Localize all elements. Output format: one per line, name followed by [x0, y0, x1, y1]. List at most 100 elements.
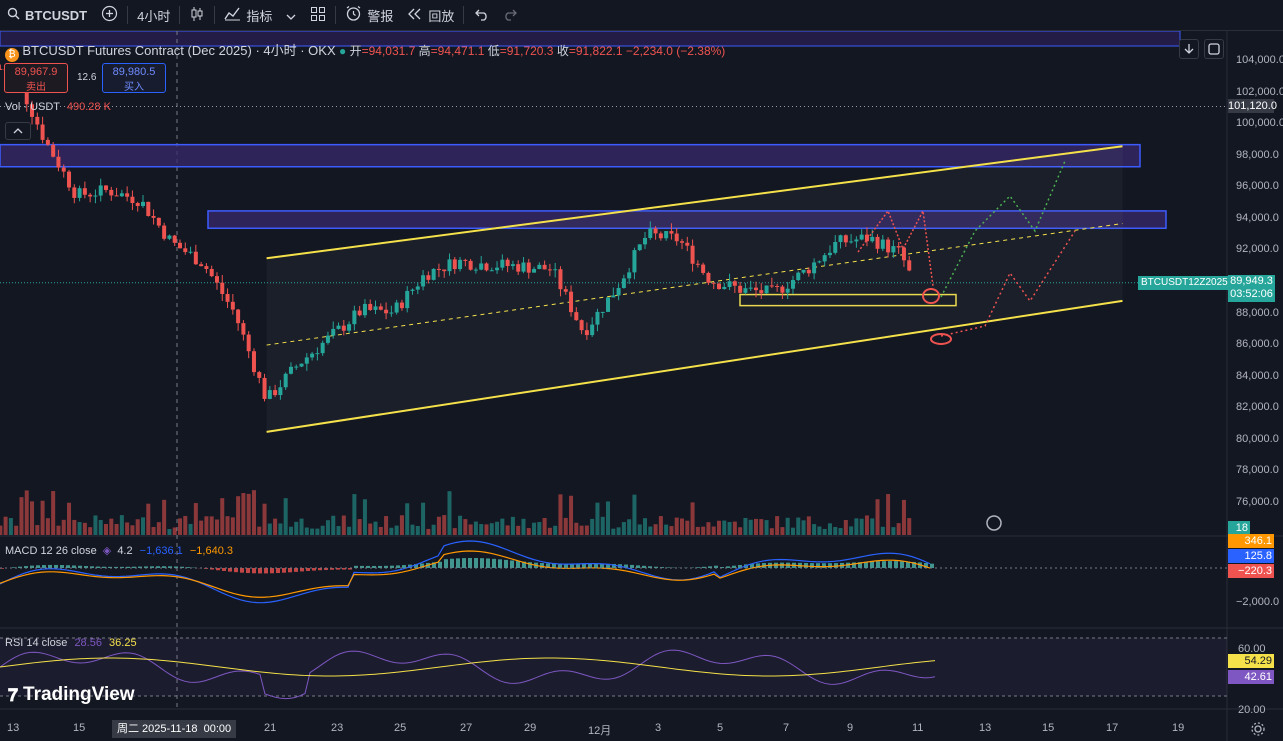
alert-button[interactable]: 警报: [338, 0, 400, 30]
macd-histogram-bar: [522, 561, 526, 568]
candle-body: [452, 259, 457, 270]
candle-body: [680, 241, 685, 243]
rsi-band: [0, 638, 1227, 696]
macd-histogram-bar: [360, 565, 364, 568]
candle-body: [230, 301, 235, 310]
candle-body: [790, 280, 795, 289]
volume-bar: [357, 519, 362, 535]
macd-histogram-bar: [318, 568, 322, 571]
settings-button[interactable]: [1250, 721, 1268, 739]
dotted-level-value: 101,120.0: [1228, 100, 1277, 112]
buy-label: 买入: [124, 82, 144, 93]
macd-histogram-bar: [738, 564, 742, 568]
fullscreen-button[interactable]: [1204, 39, 1224, 59]
candle-body: [421, 275, 426, 287]
volume-bar: [479, 524, 484, 535]
time-tick: 3: [655, 722, 662, 734]
volume-bar: [896, 523, 901, 535]
macd-legend: MACD 12 26 close ◈ 4.2 −1,636.1 −1,640.3: [5, 544, 233, 557]
volume-bar: [621, 522, 626, 535]
macd-histogram-bar: [414, 564, 418, 568]
volume-bar: [177, 518, 182, 535]
candle-body: [384, 309, 389, 314]
candle-body: [764, 285, 769, 294]
candle-body: [748, 287, 753, 289]
macd-histogram-bar: [852, 562, 856, 568]
chart-type-button[interactable]: [182, 0, 212, 30]
candle-body: [812, 262, 817, 274]
candle-body: [51, 144, 56, 157]
volume-bar: [299, 518, 304, 535]
volume-bar: [637, 524, 642, 535]
candle-body: [875, 236, 880, 249]
macd-histogram-bar: [750, 563, 754, 568]
candle-body: [204, 266, 209, 269]
volume-bar: [225, 516, 230, 535]
candle-body: [426, 275, 431, 280]
candle-body: [45, 139, 50, 145]
redo-button[interactable]: [496, 0, 526, 30]
separator: [335, 6, 337, 24]
candle-body: [30, 104, 35, 117]
high-label: 高: [418, 44, 431, 58]
layout-button[interactable]: [303, 0, 333, 30]
undo-button[interactable]: [466, 0, 496, 30]
volume-bar: [732, 521, 737, 535]
candle-body: [0, 68, 3, 70]
candle-body: [822, 255, 827, 262]
macd-histogram-bar: [858, 562, 862, 568]
volume-bar: [283, 498, 288, 535]
rsi-value: 42.61: [1244, 671, 1272, 683]
macd-histogram-bar: [72, 565, 76, 568]
time-tick: 15: [73, 722, 86, 734]
candle-body: [695, 263, 700, 265]
macd-histogram-bar: [576, 563, 580, 568]
replay-button[interactable]: 回放: [400, 0, 461, 30]
volume-bar: [606, 501, 611, 535]
candle-body: [595, 311, 600, 325]
volume-bar: [833, 526, 838, 535]
volume-bar: [246, 493, 251, 535]
sell-button[interactable]: 89,967.9 卖出: [4, 63, 68, 93]
scroll-down-button[interactable]: [1179, 39, 1199, 59]
candle-body: [669, 231, 674, 234]
indicators-button[interactable]: 指标: [217, 0, 279, 30]
candle-body: [315, 353, 320, 355]
rsi-ma-tag: 54.29: [1228, 654, 1274, 668]
candle-body: [77, 188, 82, 198]
macd-histogram-bar: [564, 563, 568, 568]
macd-value-1: 4.2: [117, 545, 133, 557]
undo-icon: [473, 7, 489, 24]
candle-body: [859, 234, 864, 240]
volume-bar: [294, 521, 299, 535]
interval-label: 4小时: [137, 8, 171, 24]
volume-bar: [436, 516, 441, 535]
time-tick: 13: [979, 722, 992, 734]
status-dot: ●: [338, 44, 347, 58]
collapse-legend-button[interactable]: [5, 122, 31, 140]
volume-bar: [0, 525, 3, 535]
grid-icon: [310, 6, 326, 25]
chart-area[interactable]: ₿ BTCUSDT Futures Contract (Dec 2025) · …: [0, 31, 1283, 741]
volume-bar: [204, 516, 209, 535]
volume-tag-value: 18: [1235, 522, 1248, 534]
interval-button[interactable]: 4小时: [130, 0, 177, 30]
macd-histogram-bar: [264, 568, 268, 574]
indicators-dropdown[interactable]: [279, 0, 303, 30]
buy-button[interactable]: 89,980.5 买入: [102, 63, 166, 93]
volume-bar: [183, 515, 188, 535]
symbol-search[interactable]: BTCUSDT: [0, 0, 94, 30]
price-tick: 92,000.0: [1236, 243, 1279, 256]
candle-body: [606, 297, 611, 312]
compare-button[interactable]: [94, 0, 125, 30]
candle-body: [785, 288, 790, 293]
candle-body: [458, 259, 463, 270]
candle-body: [241, 323, 246, 335]
sell-label: 卖出: [26, 82, 46, 93]
chart-canvas[interactable]: [0, 31, 1283, 741]
rsi-tag: 42.61: [1228, 670, 1274, 684]
volume-bar: [236, 496, 241, 535]
macd-histogram-bar: [582, 563, 586, 568]
candle-body: [299, 363, 304, 367]
time-tick: 25: [394, 722, 407, 734]
